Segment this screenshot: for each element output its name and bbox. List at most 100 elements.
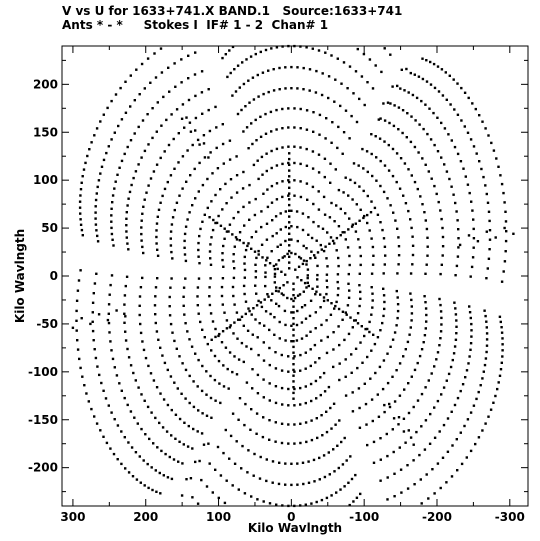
uv-point xyxy=(92,292,95,295)
uv-point xyxy=(350,477,354,481)
uv-point xyxy=(342,191,345,194)
uv-point xyxy=(110,232,114,236)
uv-point xyxy=(196,430,199,433)
uv-point xyxy=(93,282,97,285)
uv-point xyxy=(503,260,507,263)
uv-point xyxy=(358,406,361,410)
uv-point xyxy=(159,47,163,50)
uv-point xyxy=(453,301,456,304)
uv-point xyxy=(334,423,337,426)
uv-point xyxy=(261,173,264,176)
uv-point xyxy=(143,149,147,153)
uv-point xyxy=(235,155,238,158)
uv-point xyxy=(169,244,173,247)
uv-point xyxy=(304,401,307,405)
uv-point xyxy=(300,321,304,324)
uv-point xyxy=(497,165,500,168)
uv-point xyxy=(396,309,400,313)
uv-point xyxy=(295,323,299,327)
uv-point xyxy=(328,216,332,219)
uv-point xyxy=(253,213,257,217)
uv-point xyxy=(173,339,176,343)
uv-point xyxy=(94,356,98,360)
uv-point xyxy=(413,368,417,372)
uv-point xyxy=(425,313,428,317)
uv-point xyxy=(270,184,274,188)
uv-point xyxy=(349,316,352,319)
uv-point xyxy=(124,111,128,114)
uv-point xyxy=(170,250,173,254)
uv-point xyxy=(90,407,93,411)
uv-point xyxy=(231,370,234,374)
uv-point xyxy=(208,250,212,253)
uv-point xyxy=(320,323,323,327)
uv-point xyxy=(346,304,350,307)
uv-point xyxy=(233,267,236,270)
uv-point xyxy=(316,436,319,440)
uv-point xyxy=(470,265,474,269)
uv-point xyxy=(484,422,487,425)
uv-point xyxy=(150,411,153,414)
uv-point xyxy=(487,134,490,137)
uv-point xyxy=(200,432,204,435)
uv-point xyxy=(106,318,110,322)
uv-point xyxy=(272,89,276,92)
uv-point xyxy=(307,233,310,236)
uv-point xyxy=(311,150,315,153)
uv-point xyxy=(196,304,199,307)
uv-point xyxy=(330,494,333,497)
uv-point xyxy=(147,143,150,146)
uv-point xyxy=(188,121,192,124)
uv-point xyxy=(184,368,188,372)
uv-point xyxy=(504,210,507,213)
uv-point xyxy=(425,227,429,231)
uv-point xyxy=(438,344,441,347)
uv-point xyxy=(375,156,378,159)
uv-point xyxy=(402,417,406,420)
uv-point xyxy=(183,232,187,236)
uv-point xyxy=(210,338,213,341)
uv-point xyxy=(469,411,473,414)
uv-point xyxy=(327,451,330,454)
uv-point xyxy=(224,53,227,56)
uv-point xyxy=(344,375,347,378)
uv-point xyxy=(440,393,443,396)
uv-point xyxy=(116,173,119,176)
uv-point xyxy=(219,401,222,405)
uv-point xyxy=(485,230,488,233)
uv-point xyxy=(220,285,224,289)
uv-point xyxy=(287,194,290,197)
uv-point xyxy=(235,191,239,194)
uv-point xyxy=(476,240,480,243)
uv-point xyxy=(456,396,460,400)
uv-point xyxy=(268,382,271,385)
uv-point xyxy=(292,374,295,377)
uv-point xyxy=(350,114,353,118)
uv-point xyxy=(382,102,385,105)
x-tick-label: -100 xyxy=(349,510,379,524)
uv-point xyxy=(459,389,462,393)
uv-point xyxy=(182,286,186,289)
uv-point xyxy=(288,232,291,235)
uv-point xyxy=(79,188,83,191)
uv-point xyxy=(284,483,287,486)
uv-point xyxy=(393,331,397,334)
uv-point xyxy=(155,386,159,389)
uv-point xyxy=(382,287,385,290)
uv-point xyxy=(201,412,204,415)
uv-point xyxy=(407,168,410,171)
uv-point xyxy=(485,320,488,323)
uv-point xyxy=(120,430,123,433)
uv-point xyxy=(273,333,276,336)
uv-point xyxy=(277,304,281,308)
uv-point xyxy=(333,220,336,223)
uv-point xyxy=(255,256,258,260)
uv-point xyxy=(309,257,312,260)
uv-point xyxy=(318,133,321,136)
uv-point xyxy=(156,277,159,280)
uv-point xyxy=(323,390,327,393)
uv-point xyxy=(293,44,296,48)
uv-point xyxy=(123,312,126,315)
uv-point xyxy=(105,151,108,155)
uv-point xyxy=(352,162,356,165)
